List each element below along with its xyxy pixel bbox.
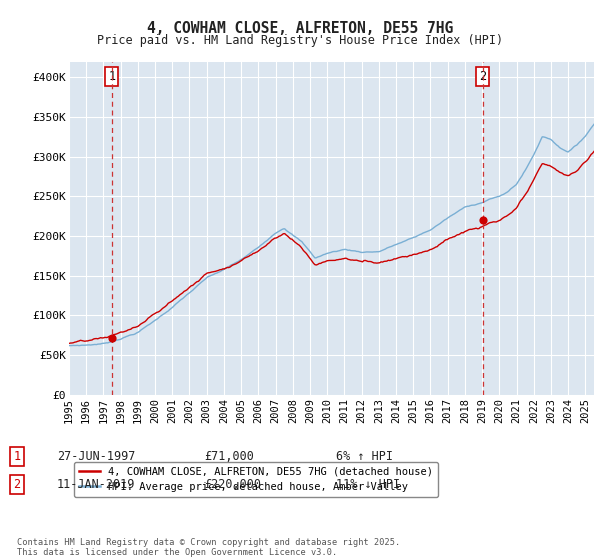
Text: £220,000: £220,000	[204, 478, 261, 491]
Text: 11% ↓ HPI: 11% ↓ HPI	[336, 478, 400, 491]
Point	[107, 334, 116, 343]
Text: 2: 2	[479, 70, 486, 83]
Text: 6% ↑ HPI: 6% ↑ HPI	[336, 450, 393, 463]
Legend: 4, COWHAM CLOSE, ALFRETON, DE55 7HG (detached house), HPI: Average price, detach: 4, COWHAM CLOSE, ALFRETON, DE55 7HG (det…	[74, 461, 438, 497]
Text: 27-JUN-1997: 27-JUN-1997	[57, 450, 136, 463]
Text: 2: 2	[13, 478, 20, 491]
Text: 1: 1	[108, 70, 115, 83]
Text: 4, COWHAM CLOSE, ALFRETON, DE55 7HG: 4, COWHAM CLOSE, ALFRETON, DE55 7HG	[147, 21, 453, 36]
Text: Contains HM Land Registry data © Crown copyright and database right 2025.
This d: Contains HM Land Registry data © Crown c…	[17, 538, 400, 557]
Text: 1: 1	[13, 450, 20, 463]
Text: £71,000: £71,000	[204, 450, 254, 463]
Text: Price paid vs. HM Land Registry's House Price Index (HPI): Price paid vs. HM Land Registry's House …	[97, 34, 503, 46]
Point	[478, 216, 487, 225]
Text: 11-JAN-2019: 11-JAN-2019	[57, 478, 136, 491]
